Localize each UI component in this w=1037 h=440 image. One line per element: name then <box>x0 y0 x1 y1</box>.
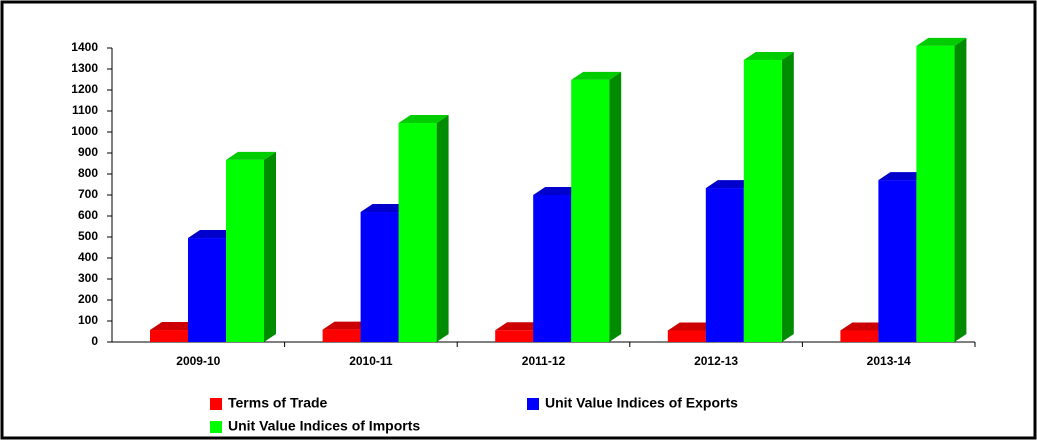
bar-top <box>878 172 929 181</box>
bar-top <box>533 187 584 195</box>
bar-top <box>495 322 546 331</box>
y-tick-label: 900 <box>78 145 98 159</box>
bar <box>533 195 572 342</box>
bar <box>916 45 955 343</box>
y-tick-label: 1100 <box>72 103 98 117</box>
legend-swatch <box>210 421 222 433</box>
y-tick-label: 0 <box>91 334 98 348</box>
bar-top <box>705 180 756 189</box>
bar <box>398 122 437 342</box>
bar <box>322 329 361 342</box>
y-tick-label: 600 <box>78 208 98 222</box>
bar <box>226 159 264 342</box>
y-tick-label: 100 <box>78 313 98 327</box>
bar-top <box>360 204 411 213</box>
bar-top <box>188 230 238 239</box>
bar-side <box>264 151 276 342</box>
bar <box>571 79 610 343</box>
y-tick-label: 1300 <box>71 61 98 75</box>
y-tick-label: 400 <box>78 250 98 264</box>
bar-top <box>322 321 373 330</box>
legend-swatch <box>527 398 539 410</box>
x-tick-label: 2011-12 <box>522 354 566 368</box>
y-tick-label: 200 <box>78 292 98 306</box>
bar-side <box>954 37 967 343</box>
y-tick-label: 700 <box>78 187 98 201</box>
bar-top <box>840 322 891 331</box>
bar <box>743 59 782 342</box>
bar-top <box>667 322 718 331</box>
y-tick-label: 500 <box>78 229 98 243</box>
y-tick-label: 1400 <box>71 40 98 54</box>
bar-top <box>226 151 276 160</box>
bar <box>360 212 399 342</box>
bar-top <box>571 71 622 80</box>
x-tick-label: 2012-13 <box>694 354 738 368</box>
y-tick-label: 1200 <box>71 82 98 96</box>
bar-side <box>609 71 622 343</box>
y-tick-label: 1000 <box>71 124 98 138</box>
bar <box>705 188 744 342</box>
bar <box>188 238 226 342</box>
y-tick-label: 300 <box>78 271 98 285</box>
bar-top <box>743 51 794 60</box>
bar-top <box>398 114 449 123</box>
legend-label: Unit Value Indices of Exports <box>545 395 738 411</box>
x-tick-label: 2013-14 <box>867 354 911 368</box>
legend-label: Unit Value Indices of Imports <box>228 418 420 434</box>
bar <box>495 330 534 342</box>
bar <box>840 330 879 342</box>
bar <box>878 180 917 342</box>
bar-side <box>436 114 449 342</box>
legend-label: Terms of Trade <box>228 395 328 411</box>
x-tick-label: 2009-10 <box>176 354 220 368</box>
bar <box>667 330 706 342</box>
x-tick-label: 2010-11 <box>349 354 393 368</box>
bar-side <box>781 51 794 342</box>
legend-swatch <box>210 398 222 410</box>
bar-top <box>916 37 967 46</box>
bar <box>150 330 188 342</box>
y-tick-label: 800 <box>78 166 98 180</box>
bar-top <box>150 322 200 331</box>
